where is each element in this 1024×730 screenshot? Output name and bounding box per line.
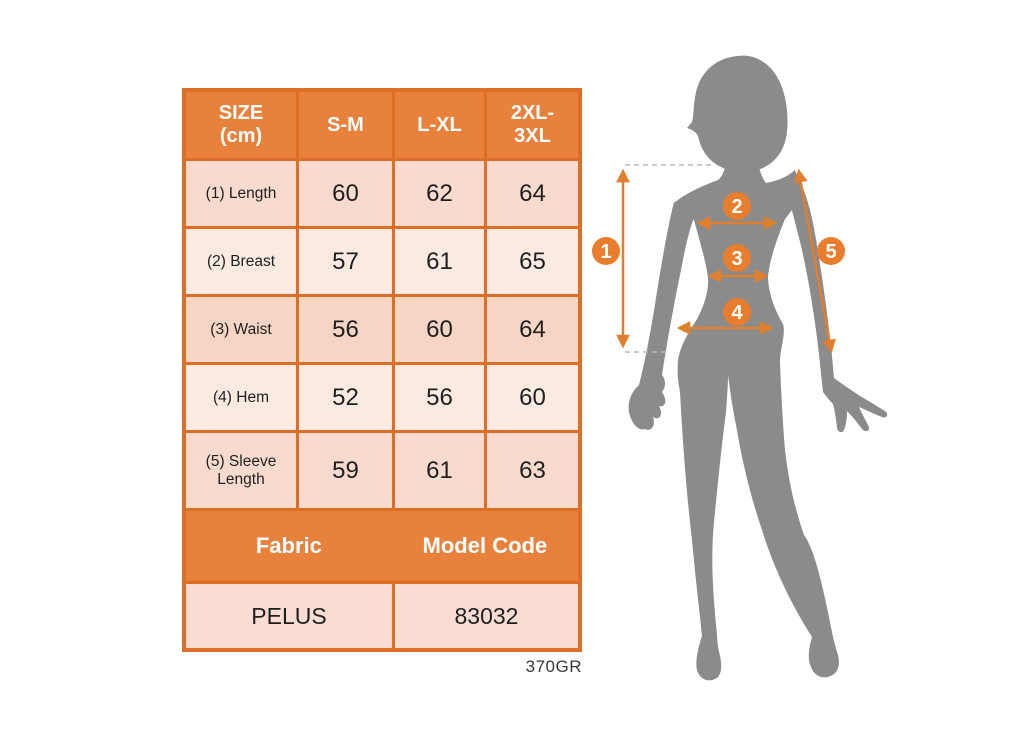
row-label-hem: (4) Hem	[186, 365, 296, 430]
marker-number-5: 5	[825, 241, 836, 263]
value-length-sm: 60	[299, 161, 392, 226]
marker-number-1: 1	[600, 241, 611, 263]
marker-circle-1	[592, 237, 620, 265]
size-table: SIZE (cm) S-M L-XL 2XL- 3XL (1) Length 6…	[182, 88, 582, 652]
marker-number-3: 3	[731, 248, 742, 270]
measurement-arrow-5	[794, 168, 836, 354]
value-breast-sm: 57	[299, 229, 392, 294]
fabric-header-label: Fabric	[255, 533, 322, 558]
value-waist-2xl3xl: 64	[487, 297, 578, 362]
fabric-value: PELUS	[186, 584, 392, 648]
row-label-sleeve-length: (5) Sleeve Length	[186, 433, 296, 508]
value-hem-sm: 52	[299, 365, 392, 430]
marker-number-2: 2	[731, 196, 742, 218]
value-sleeve-2xl3xl: 63	[487, 433, 578, 508]
row-label-waist: (3) Waist	[186, 297, 296, 362]
marker-circle-5	[817, 237, 845, 265]
value-waist-sm: 56	[299, 297, 392, 362]
value-sleeve-lxl: 61	[395, 433, 484, 508]
row-label-breast: (2) Breast	[186, 229, 296, 294]
header-cell-2xl3xl: 2XL- 3XL	[487, 92, 578, 158]
value-hem-lxl: 56	[395, 365, 484, 430]
woman-silhouette-figure	[628, 55, 888, 681]
value-breast-lxl: 61	[395, 229, 484, 294]
silhouette-body	[674, 152, 839, 681]
row-label-length: (1) Length	[186, 161, 296, 226]
marker-number-4: 4	[731, 302, 743, 324]
value-waist-lxl: 60	[395, 297, 484, 362]
marker-circle-3	[723, 244, 751, 272]
silhouette-right-arm	[786, 170, 888, 433]
header-cell-size: SIZE (cm)	[186, 92, 296, 158]
footer-header-band: Fabric Model Code	[186, 511, 578, 581]
measurement-diagram: 1 2 3 4 5	[592, 55, 888, 681]
value-sleeve-sm: 59	[299, 433, 392, 508]
weight-note: 370GR	[525, 657, 582, 676]
silhouette-head	[687, 55, 788, 173]
marker-circle-4	[723, 298, 751, 326]
header-cell-lxl: L-XL	[395, 92, 484, 158]
value-length-lxl: 62	[395, 161, 484, 226]
value-hem-2xl3xl: 60	[487, 365, 578, 430]
value-length-2xl3xl: 64	[487, 161, 578, 226]
model-code-header-label: Model Code	[422, 533, 548, 558]
header-cell-sm: S-M	[299, 92, 392, 158]
marker-circle-2	[723, 192, 751, 220]
model-code-value: 83032	[395, 584, 578, 648]
value-breast-2xl3xl: 65	[487, 229, 578, 294]
silhouette-left-arm	[628, 202, 694, 430]
